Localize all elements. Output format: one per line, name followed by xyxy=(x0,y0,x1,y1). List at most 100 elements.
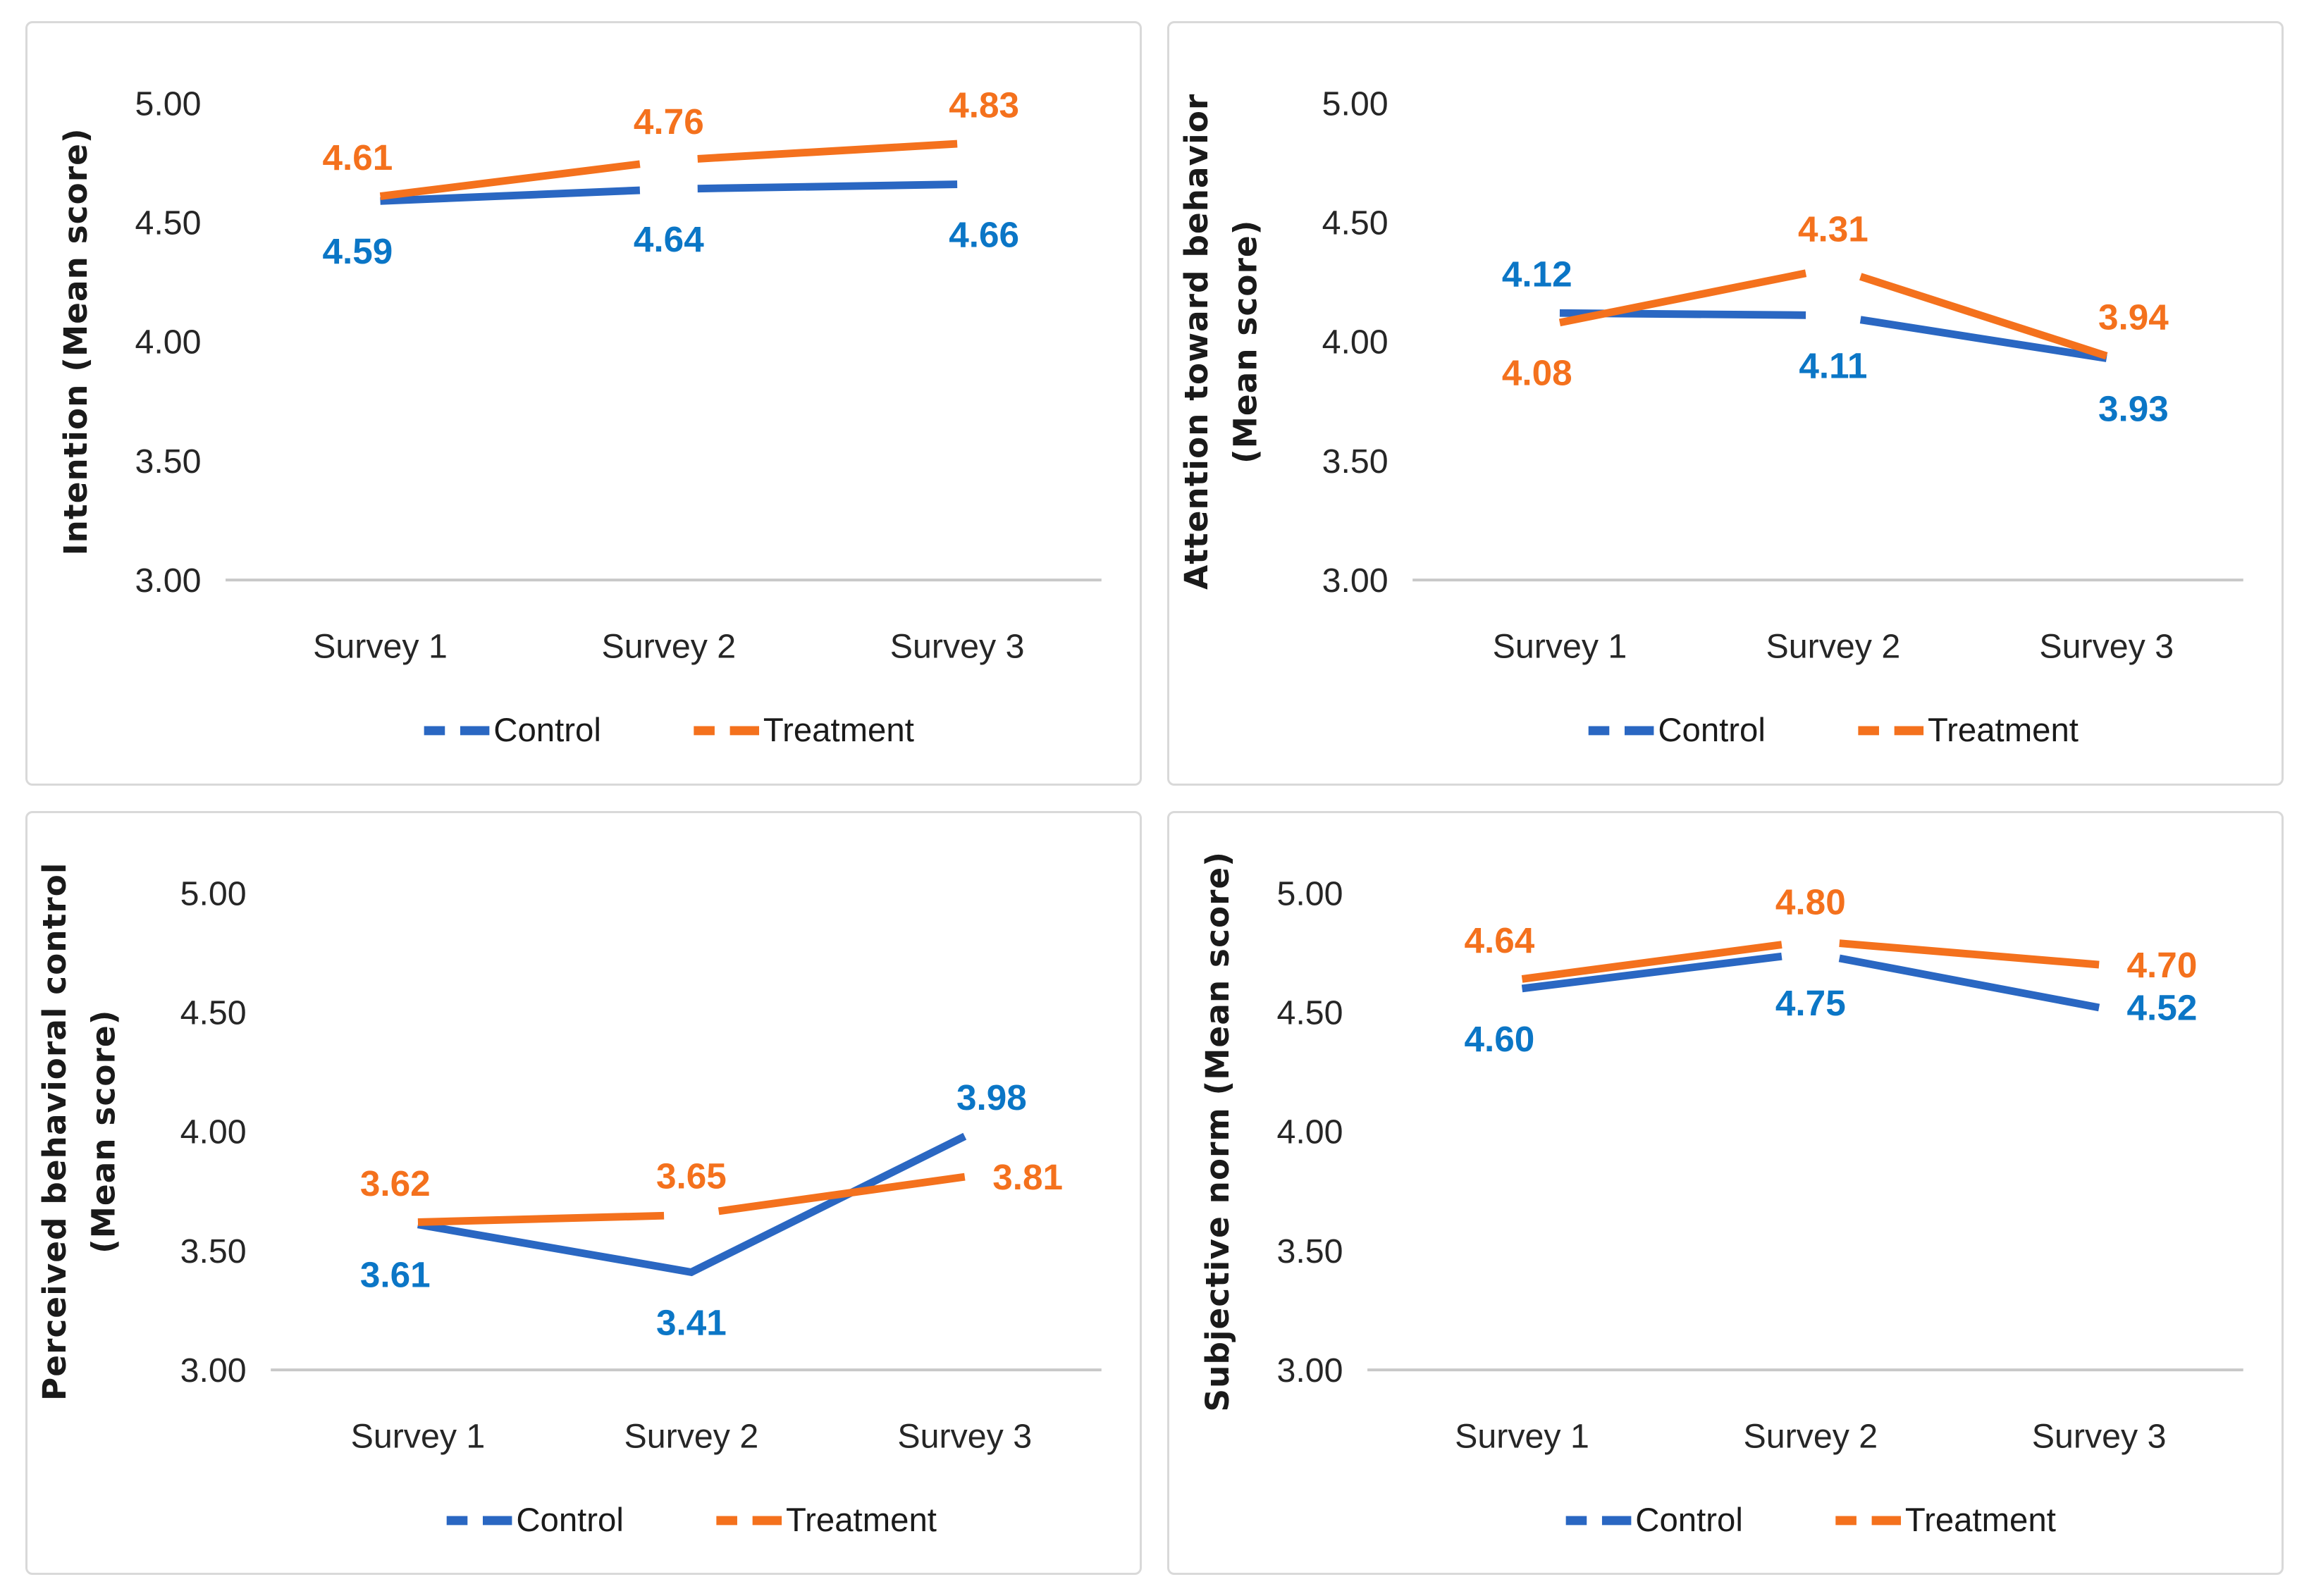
legend-dash-icon xyxy=(1588,726,1610,736)
legend-label: Treatment xyxy=(1905,1502,2056,1539)
data-label-treatment: 4.61 xyxy=(322,137,393,178)
x-category-label: Survey 2 xyxy=(1743,1417,1878,1455)
legend-dash-icon xyxy=(1601,1516,1632,1525)
legend-item-control: Control xyxy=(1588,712,1766,749)
data-label-control: 4.75 xyxy=(1775,982,1846,1022)
legend-dash-icon xyxy=(716,1516,737,1525)
data-label-control: 4.52 xyxy=(2127,987,2198,1027)
y-axis-title-line: Subjective norm (Mean score) xyxy=(1199,851,1236,1412)
legend-item-treatment: Treatment xyxy=(694,712,914,749)
x-category-label: Survey 3 xyxy=(890,628,1025,666)
legend-dash-icon xyxy=(482,1516,512,1525)
y-axis-title-line: Intention (Mean score) xyxy=(57,128,94,555)
y-tick-label: 3.50 xyxy=(1277,1232,1343,1270)
data-label-control: 4.64 xyxy=(634,219,704,259)
legend-dash-icon xyxy=(424,726,445,736)
x-category-label: Survey 2 xyxy=(601,628,736,666)
legend-label: Treatment xyxy=(763,712,914,749)
legend-dash-icon xyxy=(1871,1516,1902,1525)
y-tick-label: 4.50 xyxy=(1322,204,1389,242)
x-category-label: Survey 3 xyxy=(897,1417,1032,1455)
y-tick-label: 4.50 xyxy=(180,994,247,1032)
chart-attention: Attention toward behavior (Mean score) 5.0… xyxy=(1178,85,2243,749)
data-label-treatment: 4.64 xyxy=(1464,920,1534,960)
chart-panel-subjective-norm: Subjective norm (Mean score) 5.00 4.50 4.00… xyxy=(1167,810,2284,1575)
x-category-label: Survey 2 xyxy=(624,1417,759,1455)
data-label-control: 3.98 xyxy=(956,1077,1027,1118)
y-tick-label: 3.00 xyxy=(180,1351,247,1389)
legend-label: Control xyxy=(493,712,601,749)
legend-dash-icon xyxy=(1624,726,1654,736)
y-tick-label: 5.00 xyxy=(135,85,202,123)
y-tick-label: 5.00 xyxy=(1277,874,1343,913)
data-label-control: 4.59 xyxy=(322,231,393,271)
data-label-treatment: 4.83 xyxy=(949,85,1019,125)
legend: Control Treatment xyxy=(1588,712,2079,749)
y-axis-title-line: Attention toward behavior xyxy=(1178,94,1215,590)
y-tick-label: 4.00 xyxy=(1277,1113,1343,1151)
series-line-control xyxy=(1521,952,2100,1011)
y-tick-label: 5.00 xyxy=(180,874,247,913)
data-label-treatment: 4.80 xyxy=(1775,881,1846,922)
series-line-treatment xyxy=(1521,939,2100,983)
y-axis-title-line: (Mean score) xyxy=(85,1009,122,1253)
x-category-label: Survey 3 xyxy=(2032,1417,2167,1455)
legend-dash-icon xyxy=(729,726,760,736)
chart-panel-intention: Intention (Mean score) 5.00 4.50 4.00 3.50 3.… xyxy=(25,21,1142,786)
y-tick-label: 3.50 xyxy=(1322,443,1389,481)
chart-panel-perceived-behavioral-control: Perceived behavioral control (Mean score)… xyxy=(25,810,1142,1575)
legend-label: Treatment xyxy=(1928,712,2079,749)
x-category-label: Survey 1 xyxy=(1455,1417,1589,1455)
y-tick-label: 5.00 xyxy=(1322,85,1389,123)
legend: Control Treatment xyxy=(1565,1502,2056,1539)
series-line-control xyxy=(380,180,958,205)
legend-dash-icon xyxy=(694,726,715,736)
data-label-treatment: 3.94 xyxy=(2098,297,2169,338)
x-category-label: Survey 1 xyxy=(313,628,448,666)
chart-perceived-behavioral-control: Perceived behavioral control (Mean score)… xyxy=(36,862,1102,1539)
legend-item-control: Control xyxy=(446,1502,624,1539)
y-tick-label: 3.50 xyxy=(180,1232,247,1270)
y-tick-label: 3.00 xyxy=(135,562,202,600)
y-tick-label: 4.00 xyxy=(135,323,202,361)
legend-dash-icon xyxy=(1894,726,1924,736)
data-label-control: 4.11 xyxy=(1799,345,1867,385)
legend-item-treatment: Treatment xyxy=(716,1502,937,1539)
series-line-control xyxy=(417,1132,967,1276)
data-label-control: 3.93 xyxy=(2098,388,2169,428)
legend-label: Control xyxy=(516,1502,624,1539)
y-axis-title-line: Perceived behavioral control xyxy=(36,862,73,1400)
chart-subjective-norm: Subjective norm (Mean score) 5.00 4.50 4.00… xyxy=(1199,851,2243,1539)
y-tick-label: 4.00 xyxy=(1322,323,1389,361)
legend-dash-icon xyxy=(1835,1516,1857,1525)
x-category-label: Survey 1 xyxy=(351,1417,486,1455)
legend-dash-icon xyxy=(460,726,490,736)
x-category-label: Survey 3 xyxy=(2039,628,2174,666)
data-label-treatment: 4.08 xyxy=(1502,353,1572,393)
x-category-label: Survey 2 xyxy=(1766,628,1901,666)
y-tick-label: 4.00 xyxy=(180,1113,247,1151)
legend-label: Treatment xyxy=(786,1502,937,1539)
chart-panel-attention: Attention toward behavior (Mean score) 5.0… xyxy=(1167,21,2284,786)
y-tick-label: 4.50 xyxy=(135,204,202,242)
y-tick-label: 3.00 xyxy=(1277,1351,1343,1389)
data-label-control: 4.12 xyxy=(1502,254,1572,295)
series-line-treatment xyxy=(417,1173,966,1226)
legend-dash-icon xyxy=(1858,726,1879,736)
data-label-control: 3.61 xyxy=(360,1254,431,1294)
legend-label: Control xyxy=(1658,712,1766,749)
data-label-treatment: 3.65 xyxy=(656,1156,727,1196)
legend-item-control: Control xyxy=(424,712,601,749)
data-label-treatment: 3.62 xyxy=(360,1163,431,1203)
legend-dash-icon xyxy=(446,1516,468,1525)
data-label-treatment: 4.70 xyxy=(2127,944,2198,984)
legend-item-treatment: Treatment xyxy=(1858,712,2079,749)
data-label-control: 4.66 xyxy=(949,214,1019,254)
legend-item-control: Control xyxy=(1565,1502,1743,1539)
y-tick-label: 3.00 xyxy=(1322,562,1389,600)
legend-item-treatment: Treatment xyxy=(1835,1502,2056,1539)
data-label-treatment: 3.81 xyxy=(992,1156,1063,1196)
legend-dash-icon xyxy=(752,1516,782,1525)
legend: Control Treatment xyxy=(446,1502,937,1539)
